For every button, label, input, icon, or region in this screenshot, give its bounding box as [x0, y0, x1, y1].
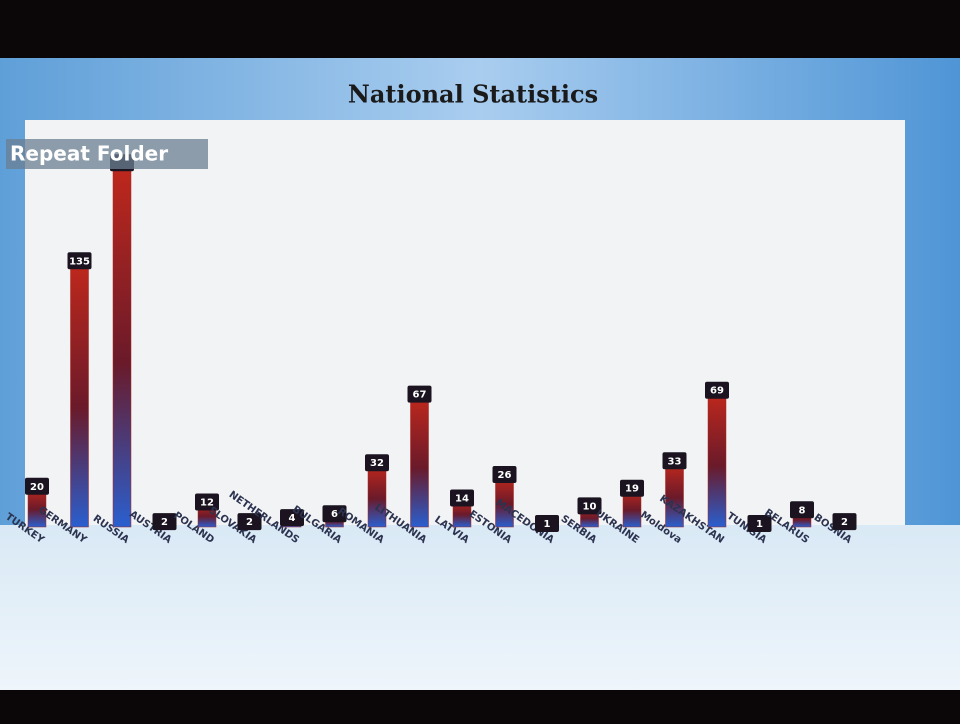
- value-label: 6: [331, 509, 338, 520]
- value-label-box: [705, 381, 729, 399]
- value-label-box: [577, 497, 602, 515]
- value-label-box: [195, 493, 219, 511]
- value-label-box: [407, 385, 432, 403]
- value-label-box: [67, 252, 92, 270]
- value-label: 1: [756, 519, 763, 530]
- value-label: 8: [799, 505, 806, 516]
- value-label-box: [280, 509, 304, 527]
- value-label: 2: [841, 517, 848, 528]
- overlay-box: [6, 139, 208, 169]
- bar: [410, 395, 429, 528]
- bar: [707, 391, 727, 528]
- value-label: 135: [69, 256, 90, 267]
- value-label: 1: [544, 519, 551, 530]
- value-label: 4: [289, 513, 296, 524]
- floor: [0, 525, 960, 690]
- overlay-label: Repeat Folder: [10, 142, 168, 166]
- value-label-box: [492, 466, 517, 484]
- value-label-box: [662, 452, 687, 470]
- value-label: 14: [455, 494, 469, 505]
- value-label: 2: [246, 517, 253, 528]
- bar: [112, 163, 132, 528]
- value-label: 20: [30, 482, 44, 493]
- value-label-box: [535, 515, 559, 533]
- value-label-box: [747, 515, 772, 533]
- plot-area: [25, 120, 905, 525]
- value-label-box: [237, 513, 262, 531]
- value-label-box: [450, 489, 474, 507]
- value-label: 19: [625, 484, 639, 495]
- value-label: 12: [200, 497, 214, 508]
- value-label: 69: [710, 386, 724, 397]
- value-label-box: [152, 513, 177, 531]
- value-label-box: [832, 513, 857, 531]
- value-label: 32: [370, 458, 384, 469]
- bar: [70, 262, 89, 528]
- value-label-box: [25, 477, 49, 495]
- value-label-box: [365, 454, 389, 472]
- chart-title: National Statistics: [348, 80, 598, 109]
- value-label: 67: [413, 390, 427, 401]
- value-label-box: [790, 501, 814, 519]
- value-label: 2: [161, 517, 168, 528]
- value-label: 33: [668, 456, 682, 467]
- value-label: 26: [498, 470, 512, 481]
- value-label-box: [322, 505, 347, 523]
- value-label: 10: [583, 501, 597, 512]
- value-label-box: [620, 479, 644, 497]
